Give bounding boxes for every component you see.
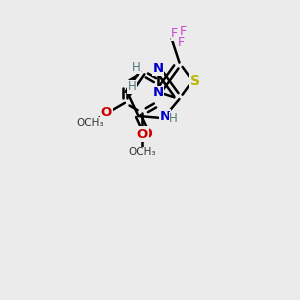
- Text: N: N: [152, 86, 164, 99]
- Text: O: O: [136, 128, 148, 141]
- Text: O: O: [101, 106, 112, 119]
- Text: F: F: [171, 27, 178, 40]
- Text: S: S: [190, 74, 200, 88]
- Text: OCH₃: OCH₃: [77, 118, 104, 128]
- Text: N: N: [159, 110, 170, 123]
- Text: O: O: [140, 127, 152, 141]
- Text: F: F: [178, 36, 185, 49]
- Text: H: H: [128, 80, 136, 93]
- Text: H: H: [169, 112, 178, 125]
- Text: N: N: [152, 62, 164, 75]
- Text: OCH₃: OCH₃: [128, 147, 156, 157]
- Text: H: H: [131, 61, 140, 74]
- Text: F: F: [179, 25, 187, 38]
